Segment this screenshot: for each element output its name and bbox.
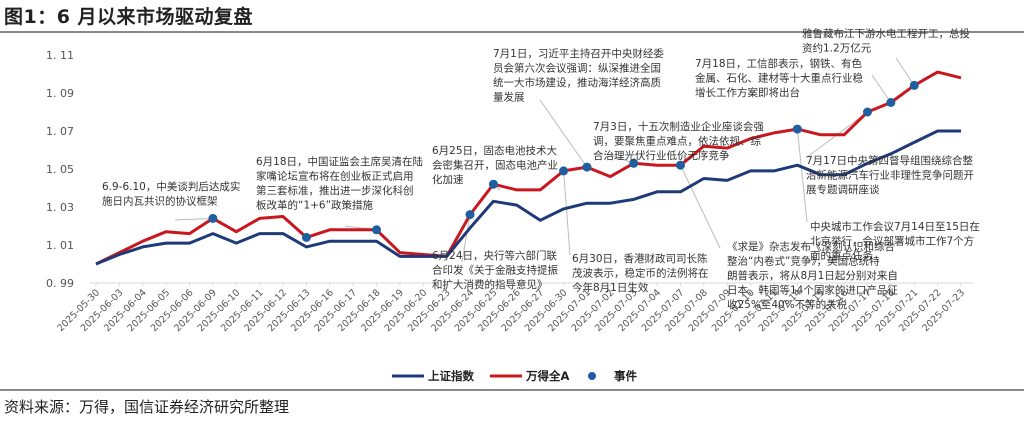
- chart-legend: 上证指数 万得全A 事件: [392, 369, 637, 383]
- line-chart: 0. 991. 011. 031. 051. 071. 091. 11 2025…: [46, 27, 980, 383]
- y-tick-label: 1. 01: [46, 239, 74, 252]
- legend-label-wind-all-a: 万得全A: [525, 369, 569, 383]
- event-marker[interactable]: [488, 179, 498, 189]
- event-marker[interactable]: [372, 225, 382, 235]
- annotation-leader-line: [680, 164, 721, 249]
- event-marker[interactable]: [629, 158, 639, 168]
- event-marker[interactable]: [675, 160, 685, 170]
- event-marker[interactable]: [208, 213, 218, 223]
- event-marker[interactable]: [559, 166, 569, 176]
- y-tick-label: 1. 09: [46, 87, 74, 100]
- series-lines: [95, 70, 962, 266]
- annotation-leader-line: [174, 217, 213, 221]
- series-line: [95, 129, 961, 266]
- source-note: 资料来源：万得，国信证券经济研究所整理: [4, 398, 290, 416]
- annotation-leader-line: [539, 99, 588, 168]
- legend-label-sse: 上证指数: [428, 369, 474, 383]
- event-annotation-a5: 7月1日，习近平主持召开中央财经委员会第六次会议强调：纵深推进全国统一大市场建设…: [493, 47, 664, 104]
- y-tick-label: 0. 99: [46, 277, 74, 290]
- event-marker[interactable]: [862, 107, 872, 117]
- y-tick-label: 1. 07: [46, 125, 74, 138]
- y-tick-label: 1. 03: [46, 201, 74, 214]
- annotation-leader-line: [871, 74, 892, 103]
- event-annotation-a1: 6.9-6.10，中美谈判后达成实施日内瓦共识的协议框架: [102, 180, 240, 208]
- bottom-divider: [0, 389, 1024, 391]
- event-marker[interactable]: [582, 162, 592, 172]
- event-markers: [208, 80, 919, 242]
- annotation-leader-line: [895, 57, 915, 86]
- annotation-leader-line: [563, 170, 571, 256]
- top-divider: [0, 31, 1024, 33]
- event-annotation-a6: 6月30日，香港财政司司长陈茂波表示，稳定币的法例将在今年8月1日生效: [572, 252, 709, 294]
- event-annotation-a11: 7月18日，工信部表示，钢铁、有色金属、石化、建材等十大重点行业稳增长工作方案即…: [695, 57, 863, 99]
- y-axis: 0. 99 1. 01 1. 03 1. 05 1. 07 1. 09 1. 11: [46, 49, 74, 290]
- event-annotations: 6.9-6.10，中美谈判后达成实施日内瓦共识的协议框架 6月18日，中国证监会主…: [102, 27, 980, 311]
- legend-dot-event-icon: [588, 372, 596, 380]
- event-annotation-a3: 6月24日，央行等六部门联合印发《关于金融支持提振和扩大消费的指导意见》: [432, 249, 558, 291]
- event-marker[interactable]: [886, 98, 896, 107]
- event-marker[interactable]: [909, 80, 919, 90]
- figure-title: 图1：6 月以来市场驱动复盘: [4, 6, 254, 28]
- event-annotation-a9: 中央城市工作会议7月14日至15日在北京举行，会议部署城市工作7个方面的重点任务: [810, 220, 980, 262]
- event-marker[interactable]: [465, 210, 475, 220]
- annotation-leader-line: [796, 129, 808, 223]
- event-annotation-a4: 6月25日，固态电池技术大会密集召开，固态电池产业化加速: [432, 144, 558, 186]
- event-marker[interactable]: [301, 232, 311, 242]
- legend-label-event: 事件: [614, 369, 637, 383]
- event-annotation-a7: 7月3日，十五次制造业企业座谈会强调，要聚焦重点难点，依法依规、综合治理光伏行业…: [593, 120, 764, 162]
- event-marker[interactable]: [792, 124, 802, 134]
- series-line: [95, 70, 962, 266]
- y-tick-label: 1. 11: [46, 49, 74, 62]
- event-annotation-a8: 《求是》杂志发布《深刻认识和综合整治“内卷式”竞争》，美国总统特朗普表示，将从8…: [727, 240, 898, 311]
- annotation-leader-line: [461, 214, 471, 263]
- y-tick-label: 1. 05: [46, 163, 74, 176]
- event-annotation-a2: 6月18日，中国证监会主席吴清在陆家嘴论坛宣布将在创业板正式启用第三套标准，推出…: [256, 155, 424, 212]
- event-annotation-a12: 雅鲁藏布江下游水电工程开工，总投资约1.2万亿元: [802, 27, 970, 55]
- event-annotation-a10: 7月17日中央第四督导组围绕综合整治新能源汽车行业非理性竞争问题开展专题调研座谈: [806, 154, 974, 196]
